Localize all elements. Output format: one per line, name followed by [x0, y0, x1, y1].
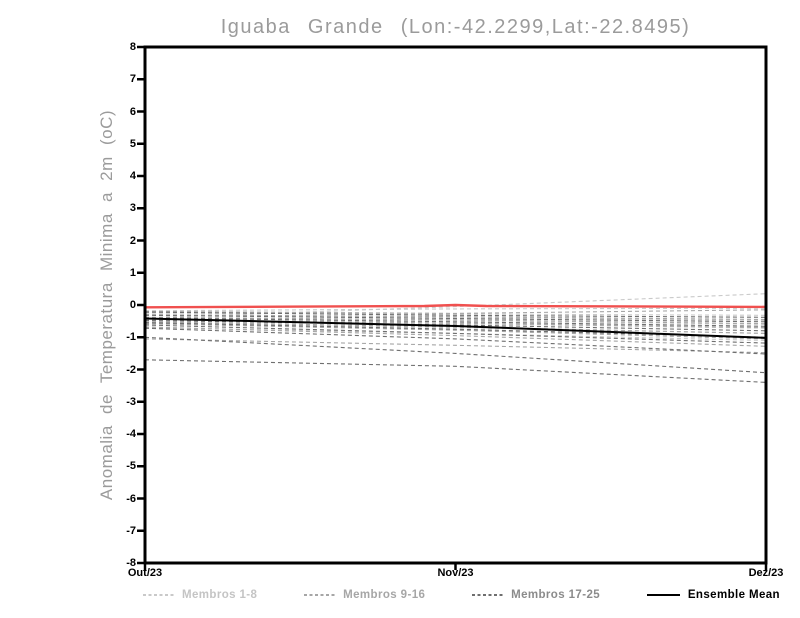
ensemble-member-line	[144, 338, 767, 354]
y-tick-label: -1	[126, 331, 136, 344]
y-tick-label: 4	[129, 170, 136, 182]
y-tick-label: -5	[126, 460, 136, 473]
ensemble-member-line	[144, 314, 767, 321]
legend-label: Membros 1-8	[182, 589, 258, 601]
legend-item: Membros 17-25	[472, 589, 600, 601]
reference-line	[144, 303, 767, 309]
solid-line-sample	[646, 594, 680, 596]
dashed-line-sample	[472, 594, 504, 596]
ensemble-member-line	[144, 322, 767, 334]
y-tick-label: -2	[126, 363, 136, 376]
y-tick-label: 1	[129, 266, 136, 279]
ensemble-member-line	[144, 311, 767, 318]
legend-item: Membros 9-16	[304, 589, 425, 601]
plot-frame	[143, 45, 768, 565]
legend-label: Membros 9-16	[343, 589, 426, 601]
ensemble-member-line	[144, 324, 767, 344]
y-tick-label: -7	[126, 524, 136, 537]
ensemble-member-line	[144, 336, 767, 374]
legend-label: Ensemble Mean	[687, 589, 780, 601]
ensemble-member-line	[144, 359, 767, 383]
ensemble-member-line	[144, 307, 767, 312]
legend-item: Ensemble Mean	[646, 589, 780, 601]
y-tick-label: 8	[129, 41, 136, 53]
y-tick-label: 6	[129, 105, 136, 118]
x-tick-label: Dez/23	[748, 567, 784, 579]
ensemble-member-line	[144, 322, 767, 338]
y-tick-label: -8	[126, 557, 136, 569]
chart-title: Iguaba Grande (Lon:-42.2299,Lat:-22.8495…	[220, 16, 691, 38]
ensemble-member-line	[144, 316, 767, 325]
legend-item: Membros 1-8	[143, 589, 257, 601]
ensemble-mean-line	[144, 317, 767, 339]
y-tick-label: -3	[126, 395, 136, 408]
ensemble-member-line	[144, 326, 767, 347]
y-tick-label: -4	[126, 428, 136, 440]
dashed-line-sample	[143, 594, 174, 596]
ensemble-member-line	[144, 314, 767, 322]
ensemble-member-line	[144, 309, 767, 314]
y-tick-label: 7	[129, 73, 136, 86]
y-tick-label: 2	[129, 234, 136, 247]
dashed-line-sample	[304, 594, 336, 596]
x-tick-label: Nov/23	[437, 567, 474, 579]
y-tick-label: 5	[129, 137, 136, 150]
y-tick-label: 3	[129, 202, 136, 215]
ensemble-member-line	[144, 317, 767, 327]
chart-legend: Membros 1-8 Membros 9-16 Membros 17-25 Ense…	[143, 588, 780, 602]
ensemble-member-line	[144, 327, 767, 355]
ensemble-member-line	[144, 316, 767, 325]
ensemble-member-line	[144, 318, 767, 329]
x-tick-label: Out/23	[127, 567, 163, 579]
ensemble-member-line	[144, 293, 767, 319]
legend-label: Membros 17-25	[511, 589, 601, 601]
ensemble-member-line	[144, 312, 767, 316]
y-tick-label: 0	[129, 299, 136, 311]
ensemble-member-line	[144, 323, 767, 340]
ensemble-member-line	[144, 314, 767, 323]
ensemble-member-line	[144, 318, 767, 329]
y-tick-label: -6	[126, 492, 136, 505]
